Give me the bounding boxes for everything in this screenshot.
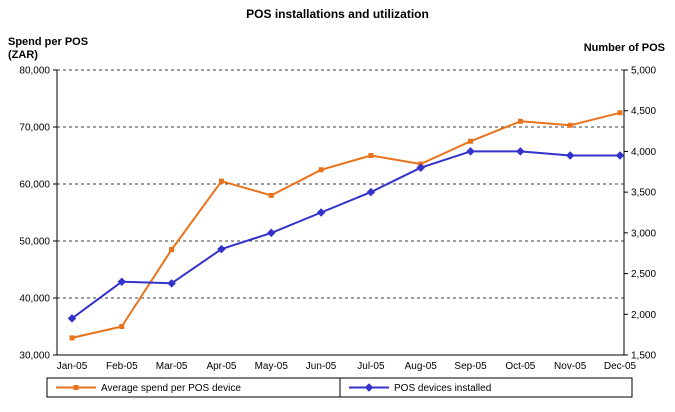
- svg-text:3,000: 3,000: [631, 228, 656, 239]
- left-axis-title: Spend per POS (ZAR): [8, 36, 88, 62]
- svg-text:2,500: 2,500: [631, 269, 656, 280]
- svg-text:30,000: 30,000: [19, 351, 50, 362]
- svg-text:Average spend per POS device: Average spend per POS device: [101, 383, 241, 394]
- svg-text:Nov-05: Nov-05: [554, 361, 587, 372]
- svg-text:May-05: May-05: [255, 361, 289, 372]
- series-pos-devices-installed: [67, 147, 625, 323]
- svg-text:4,500: 4,500: [631, 106, 656, 117]
- legend: Average spend per POS device POS devices …: [46, 377, 633, 398]
- svg-text:Aug-05: Aug-05: [405, 361, 438, 372]
- y-axis-right: 1,500 2,000 2,500 3,000 3,500 4,000 4,500 5,000: [623, 66, 656, 362]
- svg-text:Sep-05: Sep-05: [454, 361, 487, 372]
- svg-text:Jul-05: Jul-05: [357, 361, 385, 372]
- svg-text:40,000: 40,000: [19, 294, 50, 305]
- svg-text:Mar-05: Mar-05: [156, 361, 188, 372]
- svg-text:Dec-05: Dec-05: [604, 361, 637, 372]
- svg-text:4,000: 4,000: [631, 147, 656, 158]
- right-axis-title: Number of POS: [583, 42, 665, 54]
- gridlines: [57, 69, 624, 299]
- svg-text:60,000: 60,000: [19, 180, 50, 191]
- svg-text:Apr-05: Apr-05: [206, 361, 236, 372]
- series-average-spend-per-pos-device: [69, 110, 623, 341]
- svg-text:1,500: 1,500: [631, 351, 656, 362]
- svg-text:80,000: 80,000: [19, 66, 50, 77]
- svg-text:70,000: 70,000: [19, 123, 50, 134]
- svg-text:5,000: 5,000: [631, 66, 656, 77]
- left-axis-title-line1: Spend per POS: [8, 36, 89, 48]
- svg-text:3,500: 3,500: [631, 188, 656, 199]
- svg-text:2,000: 2,000: [631, 310, 656, 321]
- chart-title: POS installations and utilization: [246, 7, 429, 21]
- svg-text:Jan-05: Jan-05: [57, 361, 88, 372]
- y-axis-left: 30,000 40,000 50,000 60,000 70,000 80,000: [19, 66, 58, 362]
- svg-text:Feb-05: Feb-05: [106, 361, 138, 372]
- x-axis: Jan-05 Feb-05 Mar-05 Apr-05 May-05 Jun-05 Jul-…: [57, 354, 637, 372]
- svg-text:Oct-05: Oct-05: [505, 361, 535, 372]
- svg-text:50,000: 50,000: [19, 237, 50, 248]
- svg-text:Jun-05: Jun-05: [306, 361, 337, 372]
- svg-text:POS devices installed: POS devices installed: [394, 383, 491, 394]
- left-axis-title-line2: (ZAR): [8, 49, 38, 61]
